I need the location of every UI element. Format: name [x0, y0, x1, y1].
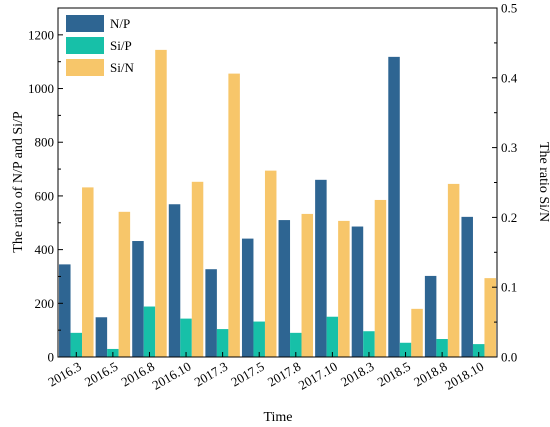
bar-n-p-2018.10 [461, 216, 473, 357]
left-tick-label: 800 [35, 135, 55, 150]
x-tick-label: 2017.3 [192, 359, 230, 390]
bar-si-n-2017.5 [264, 170, 277, 357]
bar-si-p-2018.5 [399, 342, 412, 357]
bar-si-n-2017.3 [228, 73, 240, 358]
bar-si-p-2017.8 [290, 332, 302, 357]
bar-n-p-2016.10 [168, 204, 181, 357]
legend-label: Si/N [110, 60, 134, 75]
bar-si-p-2016.10 [180, 318, 192, 357]
legend-swatch [66, 15, 104, 32]
x-tick-label: 2017.8 [265, 359, 303, 390]
bar-si-n-2017.8 [301, 213, 314, 357]
bar-n-p-2016.5 [95, 317, 108, 357]
bar-n-p-2018.5 [388, 56, 400, 358]
bar-n-p-2017.8 [278, 220, 291, 357]
x-tick-label: 2018.5 [375, 359, 413, 390]
bar-si-p-2017.10 [326, 316, 339, 357]
bar-si-n-2018.8 [447, 183, 460, 357]
right-tick-label: 0.4 [501, 70, 518, 85]
bar-si-n-2017.10 [338, 220, 350, 357]
legend-label: Si/P [110, 38, 132, 53]
bar-n-p-2017.10 [315, 179, 327, 357]
bar-si-p-2018.8 [436, 339, 448, 357]
bar-si-p-2017.5 [253, 321, 265, 357]
x-tick-label: 2016.8 [118, 359, 156, 390]
bar-n-p-2017.3 [205, 269, 217, 357]
left-y-axis: 0 200 400 600 800 1000 1200 [28, 27, 63, 365]
bar-si-p-2016.3 [70, 332, 83, 357]
legend: N/P Si/P Si/N [66, 15, 134, 76]
legend-swatch [66, 37, 104, 54]
bar-si-p-2017.3 [216, 329, 229, 357]
bar-n-p-2017.5 [241, 238, 254, 357]
right-tick-label: 0.1 [501, 280, 517, 295]
bar-si-n-2016.5 [118, 211, 131, 357]
x-tick-label: 2018.3 [338, 359, 376, 390]
bar-si-n-2018.5 [411, 308, 423, 357]
right-y-axis: 0.0 0.1 0.2 0.3 0.4 0.5 [492, 1, 518, 365]
bar-si-n-2018.3 [374, 199, 387, 357]
x-axis: 2016.32016.52016.82016.102017.32017.5201… [45, 352, 486, 393]
x-tick-label: 2018.8 [411, 359, 449, 390]
bar-si-n-2016.8 [155, 49, 167, 357]
right-axis-title: The ratio Si/N [536, 142, 550, 222]
left-tick-label: 200 [35, 296, 55, 311]
bar-n-p-2016.3 [59, 264, 71, 357]
left-tick-label: 0 [48, 350, 55, 365]
bar-si-n-2018.10 [484, 278, 496, 357]
left-tick-label: 1200 [28, 27, 54, 42]
bar-si-n-2016.3 [82, 187, 94, 357]
left-tick-label: 400 [35, 242, 55, 257]
left-tick-label: 600 [35, 188, 55, 203]
left-axis-title: The ratio of N/P and Si/P [11, 111, 26, 253]
bar-n-p-2018.8 [424, 275, 437, 357]
x-tick-label: 2016.10 [149, 359, 193, 393]
x-axis-title: Time [263, 410, 292, 425]
bars-group [59, 49, 496, 358]
bar-si-n-2016.10 [191, 181, 204, 357]
right-tick-label: 0.2 [501, 210, 517, 225]
left-tick-label: 1000 [28, 81, 54, 96]
right-tick-label: 0.5 [501, 1, 517, 16]
x-tick-label: 2018.10 [442, 359, 486, 393]
right-tick-label: 0.3 [501, 140, 517, 155]
x-tick-label: 2017.10 [296, 359, 340, 393]
bar-n-p-2018.3 [351, 226, 364, 357]
bar-si-p-2018.3 [363, 331, 375, 357]
bar-n-p-2016.8 [132, 241, 144, 357]
legend-swatch [66, 59, 104, 76]
x-tick-label: 2016.5 [82, 359, 120, 390]
legend-label: N/P [110, 16, 130, 31]
x-tick-label: 2017.5 [228, 359, 266, 390]
bar-si-p-2018.10 [472, 344, 485, 357]
bar-si-p-2016.8 [143, 306, 156, 357]
right-tick-label: 0.0 [501, 350, 517, 365]
